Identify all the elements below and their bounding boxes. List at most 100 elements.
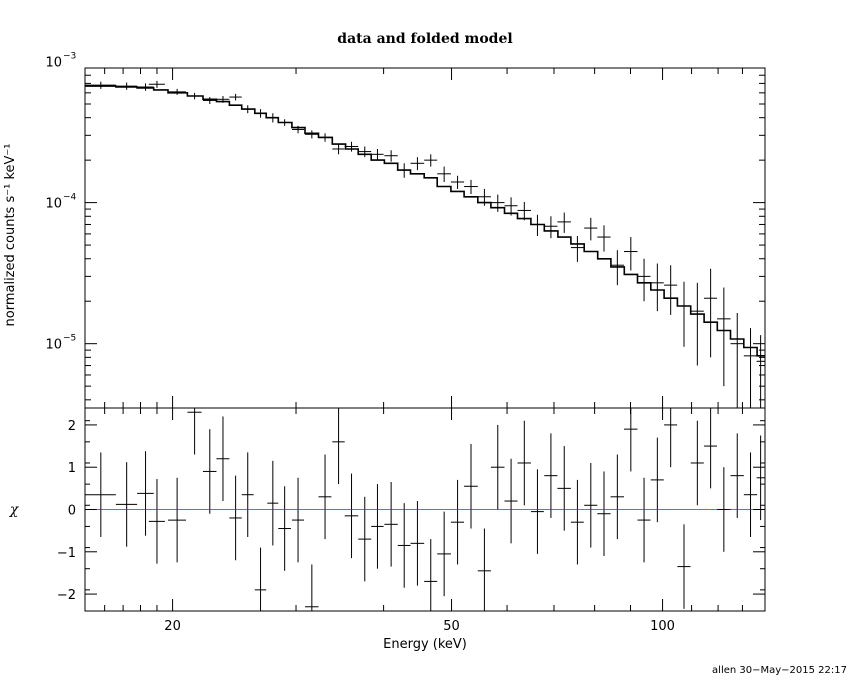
residual-point bbox=[477, 528, 491, 611]
residual-data-points bbox=[85, 408, 765, 611]
top-x-ticks bbox=[84, 68, 766, 408]
residual-point bbox=[584, 462, 598, 548]
y-tick-label: 10 bbox=[45, 56, 62, 71]
x-axis-label: Energy (keV) bbox=[383, 637, 467, 652]
spectrum-point bbox=[291, 125, 305, 134]
residual-point bbox=[623, 408, 638, 472]
y-tick-label: −1 bbox=[57, 546, 76, 561]
spectrum-point bbox=[664, 265, 678, 315]
spectrum-point bbox=[730, 313, 744, 408]
residual-point bbox=[544, 433, 558, 518]
spectrum-point bbox=[167, 88, 186, 95]
spectrum-point bbox=[397, 163, 411, 178]
spectrum-point bbox=[216, 95, 230, 103]
residual-point bbox=[291, 477, 305, 563]
residual-point bbox=[490, 424, 505, 510]
residual-point bbox=[664, 408, 678, 468]
y-tick-label: 2 bbox=[68, 419, 76, 434]
bottom-y-ticks: −2 −1 0 1 2 bbox=[57, 419, 765, 612]
spectrum-point bbox=[137, 83, 154, 91]
residual-point bbox=[690, 420, 704, 506]
residual-point bbox=[216, 416, 230, 502]
spectrum-point bbox=[597, 225, 611, 252]
spectrum-point bbox=[332, 144, 345, 155]
model-step-line bbox=[85, 85, 765, 357]
y-tick-label: 0 bbox=[68, 504, 76, 519]
residual-point bbox=[267, 460, 279, 546]
top-y-ticks: 10−510−410−3 bbox=[45, 52, 765, 401]
residual-point bbox=[305, 564, 319, 611]
spectrum-point bbox=[344, 141, 359, 152]
y-tick-label: 1 bbox=[68, 461, 76, 476]
spectrum-point bbox=[267, 113, 279, 123]
residual-point bbox=[332, 408, 345, 485]
residual-point bbox=[570, 479, 584, 565]
residual-point bbox=[115, 462, 138, 547]
residual-point bbox=[397, 503, 411, 588]
spectrum-point bbox=[756, 335, 765, 408]
spectrum-point bbox=[148, 80, 165, 88]
bottom-ylabel: χ bbox=[9, 502, 20, 518]
residual-point bbox=[743, 452, 758, 537]
spectrum-point bbox=[318, 133, 332, 142]
spectrum-point bbox=[690, 282, 704, 366]
spectrum-point bbox=[584, 217, 598, 241]
spectrum-point bbox=[544, 216, 558, 239]
residual-point bbox=[530, 469, 544, 554]
spectrum-point bbox=[384, 150, 398, 162]
footer-credit: allen 30−May−2015 22:17 bbox=[712, 665, 847, 676]
spectrum-point bbox=[115, 82, 138, 90]
residual-point bbox=[371, 484, 384, 569]
spectrum-point bbox=[557, 212, 571, 233]
spectrum-point bbox=[517, 202, 531, 221]
residual-point bbox=[202, 429, 217, 514]
spectrum-point bbox=[410, 157, 425, 171]
spectrum-point bbox=[650, 263, 664, 312]
x-tick-label: 100 bbox=[650, 619, 675, 634]
spectrum-panel: 10−510−410−3 bbox=[45, 52, 766, 409]
spectrum-point bbox=[490, 194, 505, 212]
spectrum-point bbox=[743, 328, 758, 408]
bottom-x-ticks: 20 50 100 bbox=[84, 408, 766, 634]
y-tick-exponent: −4 bbox=[63, 193, 77, 203]
spectrum-point bbox=[254, 109, 267, 118]
residual-point bbox=[167, 477, 186, 563]
spectrum-point bbox=[229, 93, 242, 101]
residual-point bbox=[637, 477, 651, 563]
residual-point bbox=[410, 501, 425, 586]
spectrum-point bbox=[637, 258, 651, 302]
residual-point bbox=[517, 420, 531, 506]
spectrum-point bbox=[450, 175, 465, 189]
residual-point bbox=[241, 452, 254, 537]
residual-point bbox=[717, 467, 731, 552]
residual-point bbox=[610, 454, 624, 540]
residual-point bbox=[424, 539, 438, 611]
residual-point bbox=[464, 443, 478, 529]
spectrum-point bbox=[677, 281, 691, 347]
residual-point bbox=[650, 437, 664, 523]
y-tick-exponent: −5 bbox=[63, 334, 76, 344]
spectrum-point bbox=[717, 287, 731, 387]
spectrum-point bbox=[424, 154, 438, 167]
spectrum-point bbox=[504, 197, 518, 216]
residual-point bbox=[756, 435, 765, 521]
spectrum-point bbox=[202, 97, 217, 105]
residual-point bbox=[278, 486, 291, 571]
residual-point bbox=[187, 408, 202, 455]
top-ylabel: normalized counts s⁻¹ keV⁻¹ bbox=[3, 144, 18, 327]
residual-point bbox=[730, 433, 744, 518]
spectrum-point bbox=[187, 92, 202, 100]
y-tick-label: 10 bbox=[45, 338, 62, 353]
residual-point bbox=[504, 458, 518, 544]
residual-point bbox=[677, 524, 691, 609]
x-tick-label: 50 bbox=[443, 619, 460, 634]
spectrum-point bbox=[305, 130, 319, 139]
y-tick-exponent: −3 bbox=[63, 52, 76, 62]
residual-point bbox=[384, 482, 398, 567]
residual-point bbox=[85, 452, 116, 537]
residual-point bbox=[137, 451, 154, 536]
spectrum-point bbox=[437, 166, 451, 182]
spectrum-point bbox=[464, 179, 478, 195]
residual-point bbox=[318, 454, 332, 540]
